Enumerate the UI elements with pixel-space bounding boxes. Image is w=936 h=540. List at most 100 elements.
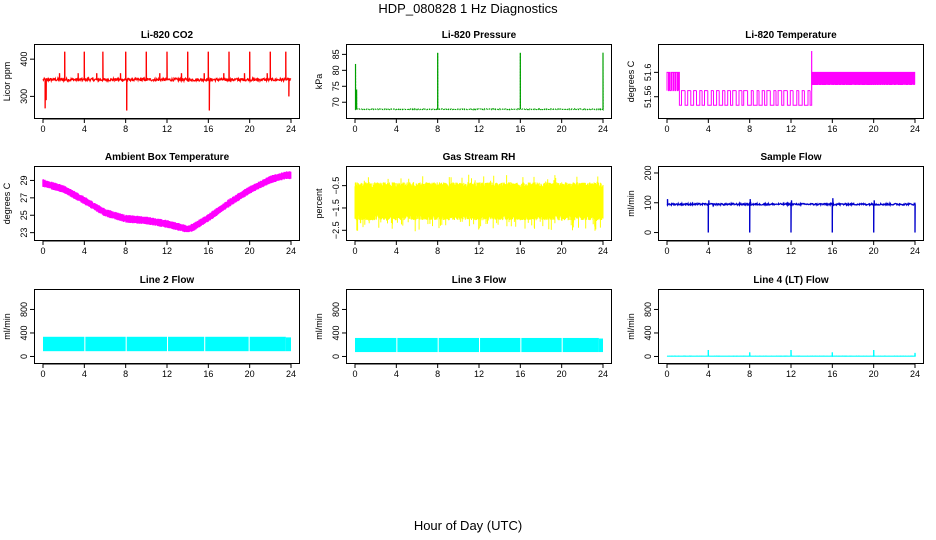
x-tick-label: 12 xyxy=(162,124,172,134)
x-tick-label: 16 xyxy=(515,246,525,256)
figure-title: HDP_080828 1 Hz Diagnostics xyxy=(378,1,558,16)
panel-sample: Sample Flow 0 4 8 12 16 20 24 0 100 200 ml/min xyxy=(626,152,924,256)
x-tick-label: 24 xyxy=(286,246,296,256)
y-axis-label: ml/min xyxy=(314,313,324,340)
y-tick-label: 27 xyxy=(19,193,29,203)
flow-block xyxy=(205,336,249,352)
x-tick-label: 8 xyxy=(747,246,752,256)
x-tick-label: 20 xyxy=(245,369,255,379)
panel-line2: Line 2 Flow 0 4 8 12 16 20 24 0 400 800 ml/min xyxy=(2,275,300,379)
panel-rh: Gas Stream RH 0 4 8 12 16 20 24 −2.5 −1.5 −0.5 perc… xyxy=(314,152,612,256)
x-tick-label: 12 xyxy=(474,124,484,134)
x-tick-label: 20 xyxy=(557,246,567,256)
x-tick-label: 24 xyxy=(598,246,608,256)
series-rh xyxy=(354,174,604,232)
flow-block xyxy=(438,337,479,353)
x-tick-label: 16 xyxy=(203,369,213,379)
panel-pressure: Li-820 Pressure 0 4 8 12 16 20 24 70 75 80 85 kPa xyxy=(314,30,612,134)
x-tick-label: 16 xyxy=(515,124,525,134)
x-axis-caption: Hour of Day (UTC) xyxy=(413,518,523,533)
y-tick-label: 400 xyxy=(643,325,653,340)
y-axis-label: ml/min xyxy=(2,313,12,340)
x-tick-label: 12 xyxy=(786,246,796,256)
y-tick-label: −1.5 xyxy=(331,199,341,217)
panel-temperature: Li-820 Temperature 0 4 8 12 16 20 24 51.56 51.6 de… xyxy=(626,30,924,134)
x-tick-label: 8 xyxy=(747,124,752,134)
y-tick-label: 0 xyxy=(643,354,653,359)
x-tick-label: 20 xyxy=(557,369,567,379)
x-tick-label: 20 xyxy=(869,124,879,134)
panel-line3: Line 3 Flow 0 4 8 12 16 20 24 0 400 800 ml/min xyxy=(314,275,612,379)
y-axis-label: percent xyxy=(314,188,324,219)
x-tick-label: 20 xyxy=(245,246,255,256)
x-tick-label: 24 xyxy=(598,369,608,379)
x-tick-label: 20 xyxy=(557,124,567,134)
x-tick-label: 0 xyxy=(664,124,669,134)
y-axis-label: Licor ppm xyxy=(2,62,12,102)
panel-ambient: Ambient Box Temperature 0 4 8 12 16 20 24 23 25 27… xyxy=(2,152,300,256)
panel-line4: Line 4 (LT) Flow 0 4 8 12 16 20 24 0 400 800 ml/min xyxy=(626,275,924,379)
x-tick-label: 4 xyxy=(394,369,399,379)
y-tick-label: −0.5 xyxy=(331,177,341,195)
x-tick-label: 16 xyxy=(827,369,837,379)
flow-block xyxy=(598,338,603,353)
plot-frame xyxy=(34,289,300,364)
x-tick-label: 8 xyxy=(123,124,128,134)
plot-frame xyxy=(346,44,612,119)
flow-block xyxy=(562,337,599,353)
panel-title: Li-820 CO2 xyxy=(141,30,194,41)
y-axis-label: ml/min xyxy=(626,313,636,340)
y-tick-label: 800 xyxy=(331,302,341,317)
panel-title: Line 3 Flow xyxy=(452,275,507,286)
series-sample xyxy=(666,198,916,233)
series-band xyxy=(42,171,292,233)
y-axis-label: degrees C xyxy=(626,60,636,102)
series-line xyxy=(354,52,604,112)
y-tick-label: 23 xyxy=(19,228,29,238)
flow-block xyxy=(397,337,438,353)
y-tick-label: 0 xyxy=(331,354,341,359)
x-tick-label: 8 xyxy=(747,369,752,379)
x-tick-label: 12 xyxy=(474,369,484,379)
x-tick-label: 0 xyxy=(352,124,357,134)
x-tick-label: 8 xyxy=(435,369,440,379)
plot-frame xyxy=(346,289,612,364)
x-tick-label: 24 xyxy=(598,124,608,134)
y-tick-label: 85 xyxy=(331,49,341,59)
x-tick-label: 4 xyxy=(82,369,87,379)
flow-block xyxy=(43,336,85,352)
x-tick-label: 0 xyxy=(40,124,45,134)
y-tick-label: 800 xyxy=(643,302,653,317)
series-line4 xyxy=(666,349,916,358)
panel-title: Li-820 Temperature xyxy=(745,30,837,41)
x-tick-label: 0 xyxy=(40,246,45,256)
x-tick-label: 8 xyxy=(123,369,128,379)
x-tick-label: 4 xyxy=(706,124,711,134)
y-tick-label: 800 xyxy=(19,302,29,317)
x-tick-label: 12 xyxy=(786,124,796,134)
x-tick-label: 20 xyxy=(869,246,879,256)
x-tick-label: 4 xyxy=(82,124,87,134)
x-tick-label: 0 xyxy=(352,246,357,256)
x-tick-label: 16 xyxy=(827,246,837,256)
y-axis-label: kPa xyxy=(314,74,324,90)
panel-title: Li-820 Pressure xyxy=(442,30,517,41)
y-tick-label: 200 xyxy=(643,165,653,180)
flow-block xyxy=(480,337,521,353)
x-tick-label: 12 xyxy=(474,246,484,256)
y-axis-label: degrees C xyxy=(2,182,12,224)
y-tick-label: 400 xyxy=(331,325,341,340)
y-tick-label: 25 xyxy=(19,210,29,220)
y-tick-label: 80 xyxy=(331,65,341,75)
panel-title: Sample Flow xyxy=(760,152,821,163)
series-ambient xyxy=(42,171,292,233)
x-tick-label: 0 xyxy=(352,369,357,379)
series-line3 xyxy=(355,337,603,353)
y-tick-label: 29 xyxy=(19,175,29,185)
x-tick-label: 8 xyxy=(435,124,440,134)
y-tick-label: 75 xyxy=(331,81,341,91)
x-tick-label: 16 xyxy=(203,246,213,256)
x-tick-label: 4 xyxy=(394,246,399,256)
plot-frame xyxy=(34,166,300,241)
